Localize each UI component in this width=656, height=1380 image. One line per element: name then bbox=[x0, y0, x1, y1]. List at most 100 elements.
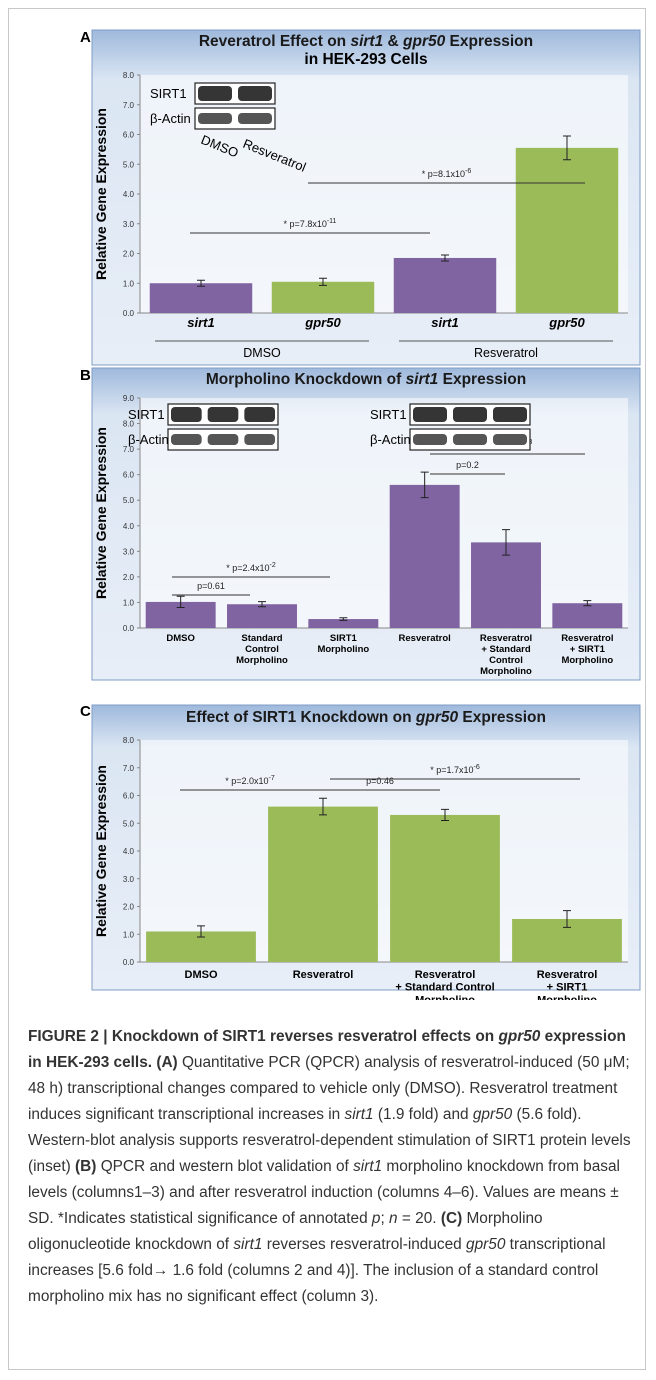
title-part: Morpholino Knockdown of bbox=[206, 371, 406, 388]
y-tick-label: 8.0 bbox=[123, 736, 135, 745]
annotation: p=0.46 bbox=[366, 776, 394, 786]
blot-row-label: β-Actin bbox=[150, 111, 191, 126]
caption-text: gpr50 bbox=[473, 1106, 512, 1123]
blot-band bbox=[453, 434, 487, 445]
caption-text: (1.9 fold) and bbox=[374, 1106, 473, 1123]
bar bbox=[272, 282, 374, 313]
x-tick-label: Resveratrol bbox=[399, 633, 451, 644]
y-tick-label: 3.0 bbox=[123, 220, 135, 229]
y-tick-label: 7.0 bbox=[123, 764, 135, 773]
x-tick-label: Resveratrol bbox=[293, 969, 354, 981]
blot-band bbox=[493, 407, 527, 422]
y-tick-label: 7.0 bbox=[123, 101, 135, 110]
y-tick-label: 2.0 bbox=[123, 903, 135, 912]
annotation: p=0.61 bbox=[197, 581, 225, 591]
title-part: sirt1 bbox=[350, 33, 383, 50]
blot-band bbox=[238, 86, 272, 101]
annotation-text: * p=7.8x10 bbox=[284, 219, 327, 229]
annotation-text: p=0.61 bbox=[197, 581, 225, 591]
annotation-exponent: -6 bbox=[474, 764, 480, 771]
y-tick-label: 5.0 bbox=[123, 496, 135, 505]
caption-text: gpr50 bbox=[498, 1028, 540, 1045]
caption-text: QPCR and western blot validation of bbox=[96, 1158, 353, 1175]
blot-row-label: β-Actin bbox=[128, 432, 169, 447]
x-tick-label: sirt1 bbox=[431, 315, 458, 330]
y-tick-label: 2.0 bbox=[123, 250, 135, 259]
y-tick-label: 0.0 bbox=[123, 958, 135, 967]
y-tick-label: 9.0 bbox=[123, 394, 135, 403]
annotation: * p=2.4x10-2 bbox=[226, 562, 276, 573]
caption-text: FIGURE 2 | Knockdown of SIRT1 reverses r… bbox=[28, 1028, 498, 1045]
figure: AReveratrol Effect on sirt1 & gpr50 Expr… bbox=[0, 0, 656, 1000]
blot-band bbox=[198, 86, 232, 101]
blot-band bbox=[413, 434, 447, 445]
y-tick-label: 0.0 bbox=[123, 624, 135, 633]
x-tick-label: gpr50 bbox=[548, 315, 585, 330]
title-part: Effect of SIRT1 Knockdown on bbox=[186, 709, 416, 726]
y-tick-label: 6.0 bbox=[123, 792, 135, 801]
y-axis-title: Relative Gene Expression bbox=[93, 765, 109, 937]
bar bbox=[150, 283, 252, 313]
annotation: p=0.2 bbox=[456, 460, 479, 470]
x-tick-label: DMSO bbox=[185, 969, 218, 981]
title-part: gpr50 bbox=[402, 33, 446, 50]
x-tick-label: gpr50 bbox=[304, 315, 341, 330]
caption-text: sirt1 bbox=[345, 1106, 374, 1123]
y-tick-label: 1.0 bbox=[123, 930, 135, 939]
chart-subtitle: in HEK-293 Cells bbox=[304, 51, 427, 68]
bar bbox=[516, 148, 618, 313]
blot-band bbox=[244, 434, 275, 445]
blot-band bbox=[493, 434, 527, 445]
y-tick-label: 0.0 bbox=[123, 309, 135, 318]
y-tick-label: 4.0 bbox=[123, 522, 135, 531]
y-tick-label: 5.0 bbox=[123, 819, 135, 828]
annotation-text: * p=1.7x10 bbox=[430, 765, 473, 775]
blot-row-label: SIRT1 bbox=[370, 407, 407, 422]
y-tick-label: 3.0 bbox=[123, 547, 135, 556]
y-tick-label: 6.0 bbox=[123, 131, 135, 140]
caption-text: (C) bbox=[441, 1210, 462, 1227]
caption-text: reverses resveratrol-induced bbox=[262, 1236, 466, 1253]
x-tick-label: DMSO bbox=[166, 633, 195, 644]
y-tick-label: 6.0 bbox=[123, 471, 135, 480]
bar bbox=[390, 485, 460, 628]
blot-row-label: SIRT1 bbox=[150, 86, 187, 101]
blot-row-label: SIRT1 bbox=[128, 407, 165, 422]
y-tick-label: 4.0 bbox=[123, 190, 135, 199]
bar bbox=[390, 815, 500, 962]
y-tick-label: 2.0 bbox=[123, 573, 135, 582]
title-part: sirt1 bbox=[406, 371, 439, 388]
bar bbox=[394, 258, 496, 313]
chart-title: Effect of SIRT1 Knockdown on gpr50 Expre… bbox=[186, 709, 546, 726]
bar bbox=[552, 603, 622, 628]
figure-caption: FIGURE 2 | Knockdown of SIRT1 reverses r… bbox=[28, 1024, 632, 1310]
blot-band bbox=[208, 434, 239, 445]
caption-text: sirt1 bbox=[233, 1236, 262, 1253]
x-tick-label: sirt1 bbox=[187, 315, 214, 330]
panel-letter: C bbox=[80, 703, 91, 720]
y-tick-label: 1.0 bbox=[123, 598, 135, 607]
caption-text: = 20. bbox=[398, 1210, 441, 1227]
annotation-text: * p=2.0x10 bbox=[225, 776, 268, 786]
caption-text: (A) bbox=[156, 1054, 177, 1071]
y-tick-label: 4.0 bbox=[123, 847, 135, 856]
annotation-text: * p=2.4x10 bbox=[226, 563, 269, 573]
annotation-text: * p=8.1x10 bbox=[422, 169, 465, 179]
bar bbox=[268, 807, 378, 962]
y-axis-title: Relative Gene Expression bbox=[93, 427, 109, 599]
annotation-exponent: -11 bbox=[327, 218, 337, 225]
x-tick-label: Resveratrol+ StandardControlMorpholino bbox=[480, 633, 532, 677]
group-label: Resveratrol bbox=[474, 346, 538, 360]
caption-text: sirt1 bbox=[353, 1158, 382, 1175]
annotation-exponent: -2 bbox=[270, 562, 276, 569]
y-tick-label: 1.0 bbox=[123, 279, 135, 288]
blot-band bbox=[171, 434, 202, 445]
y-axis-title: Relative Gene Expression bbox=[93, 108, 109, 280]
blot-band bbox=[171, 407, 202, 422]
chart-title: Reveratrol Effect on sirt1 & gpr50 Expre… bbox=[199, 33, 533, 50]
blot-band bbox=[208, 407, 239, 422]
group-label: DMSO bbox=[243, 346, 281, 360]
panel-letter: B bbox=[80, 367, 91, 384]
annotation-text: p=0.46 bbox=[366, 776, 394, 786]
title-part: gpr50 bbox=[415, 709, 459, 726]
